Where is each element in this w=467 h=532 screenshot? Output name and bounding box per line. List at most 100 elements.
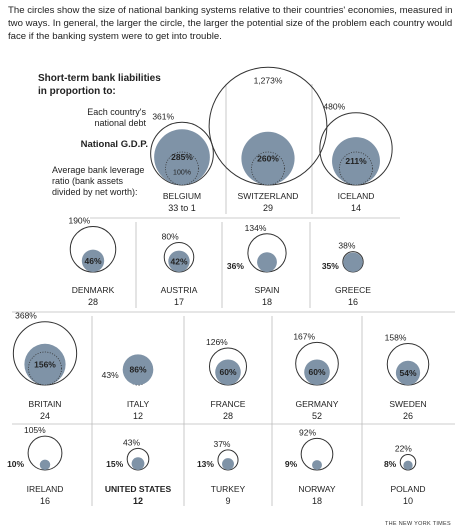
debt-value: 92% [299, 427, 316, 437]
gdp-value: 8% [384, 459, 397, 469]
leverage-value: 26 [403, 411, 413, 421]
gdp-value: 15% [106, 459, 123, 469]
country-name: FRANCE [211, 399, 246, 409]
leverage-value: 12 [133, 496, 143, 506]
debt-value: 38% [338, 241, 355, 251]
debt-value: 480% [323, 102, 345, 112]
leverage-value: 16 [348, 297, 358, 307]
gdp-circle [39, 459, 51, 470]
debt-circle [342, 251, 364, 273]
debt-value: 80% [162, 231, 179, 241]
leverage-value: 33 to 1 [168, 203, 196, 213]
gdp-value: 156% [34, 359, 56, 369]
debt-value: 190% [68, 216, 90, 226]
leverage-value: 10 [403, 496, 413, 506]
leverage-value: 9 [225, 496, 230, 506]
leverage-value: 52 [312, 411, 322, 421]
country-name: BRITAIN [29, 399, 62, 409]
country-name: IRELAND [27, 484, 64, 494]
debt-circle [295, 341, 339, 386]
country-name: ITALY [127, 399, 150, 409]
gdp-circle [403, 460, 413, 470]
gdp-value: 10% [7, 459, 24, 469]
country-name: SWEDEN [389, 399, 426, 409]
debt-value: 126% [206, 337, 228, 347]
country-name: BELGIUM [163, 191, 201, 201]
gdp-circle [257, 252, 277, 272]
gdp-circle [122, 354, 154, 385]
leverage-value: 17 [174, 297, 184, 307]
gdp-value: 36% [227, 261, 244, 271]
debt-value: 368% [15, 311, 37, 321]
legend-title: Short-term bank liabilities in proportio… [38, 73, 161, 97]
debt-value: 361% [152, 111, 174, 121]
reference-circle [339, 151, 373, 186]
country-name: NORWAY [298, 484, 335, 494]
country-name: DENMARK [72, 285, 115, 295]
debt-circle [208, 347, 248, 386]
gdp-circle [215, 359, 241, 385]
debt-circle [27, 435, 63, 471]
leverage-value: 12 [133, 411, 143, 421]
debt-value: 105% [24, 425, 46, 435]
country-name: GERMANY [296, 399, 339, 409]
country-name: UNITED STATES [105, 484, 172, 494]
debt-circle [300, 437, 334, 471]
gdp-circle [395, 360, 421, 385]
gdp-value: 35% [322, 261, 339, 271]
gdp-circle [332, 137, 380, 185]
leverage-value: 14 [351, 203, 361, 213]
legend-debt-label: Each country's national debt [87, 107, 146, 128]
leverage-value: 29 [263, 203, 273, 213]
debt-circle [126, 447, 150, 471]
leverage-value: 24 [40, 411, 50, 421]
country-name: AUSTRIA [161, 285, 198, 295]
gdp-circle [81, 249, 105, 272]
gdp-value: 42% [170, 256, 187, 266]
leverage-value: 28 [223, 411, 233, 421]
gdp-value: 46% [84, 256, 101, 266]
intro-text: The circles show the size of national ba… [8, 5, 453, 42]
country-name: SWITZERLAND [238, 191, 299, 201]
reference-circle [251, 151, 285, 186]
legend-gdp-label: National G.D.P. [80, 139, 148, 150]
gdp-value: 60% [219, 367, 236, 377]
gdp-circle [304, 359, 330, 385]
gdp-circle [131, 457, 145, 471]
gdp-value: 260% [257, 153, 279, 163]
country-name: TURKEY [211, 484, 246, 494]
legend-leverage-label: Average bank leverage ratio (bank assets… [52, 165, 145, 197]
gdp-circle [312, 460, 322, 470]
gdp-circle [24, 343, 66, 385]
reference-circle [165, 151, 199, 186]
debt-value: 37% [213, 439, 230, 449]
country-name: SPAIN [255, 285, 280, 295]
gdp-value: 211% [345, 156, 367, 166]
gdp-value: 54% [399, 368, 416, 378]
gdp-circle [222, 458, 234, 470]
gdp-value: 86% [129, 365, 146, 375]
gdp-circle [154, 129, 210, 185]
reference-circle [28, 351, 62, 386]
credit-line: THE NEW YORK TIMES [384, 521, 451, 527]
leverage-value: 16 [40, 496, 50, 506]
debt-value: 43% [102, 370, 119, 380]
gdp-value: 285% [171, 152, 193, 162]
debt-value: 134% [245, 223, 267, 233]
gdp-circle [168, 250, 190, 272]
country-name: ICELAND [338, 191, 375, 201]
gdp-circle [241, 131, 295, 185]
gdp-value: 9% [285, 459, 298, 469]
gdp-value: 60% [308, 367, 325, 377]
debt-value: 43% [123, 437, 140, 447]
debt-value: 167% [293, 331, 315, 341]
gdp-circle [343, 252, 363, 272]
country-name: GREECE [335, 285, 371, 295]
debt-circle [69, 226, 117, 273]
debt-circle [163, 241, 195, 273]
gdp-value: 13% [197, 459, 214, 469]
reference-value: 100% [173, 170, 191, 177]
leverage-value: 28 [88, 297, 98, 307]
leverage-value: 18 [262, 297, 272, 307]
